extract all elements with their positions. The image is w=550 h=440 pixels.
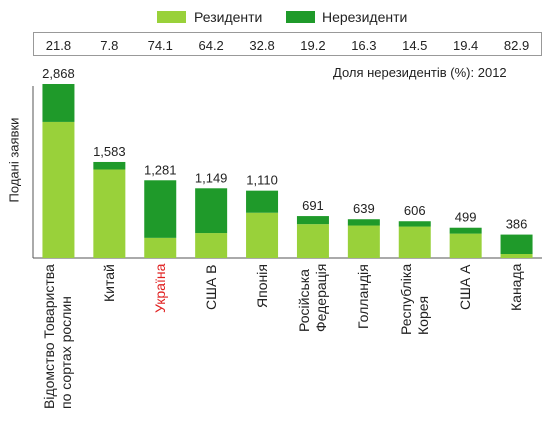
legend-label-nonresidents: Нерезиденти xyxy=(322,9,408,25)
bar-total-label: 691 xyxy=(302,198,324,213)
bar-nonresidents xyxy=(144,180,177,238)
category-label-line: Республіка xyxy=(397,263,414,335)
bar-residents xyxy=(42,121,75,258)
category-label-line: Канада xyxy=(508,263,525,311)
bar-residents xyxy=(398,226,431,258)
category-label-line: Корея xyxy=(414,295,431,335)
bar-total-label: 639 xyxy=(353,201,375,216)
bar-nonresidents xyxy=(347,219,380,226)
nonresident-share-value: 74.1 xyxy=(147,38,173,53)
nonresident-share-value: 32.8 xyxy=(249,38,275,53)
nonresident-share-value: 14.5 xyxy=(402,38,428,53)
bar-residents xyxy=(144,237,177,258)
bar-nonresidents xyxy=(500,234,533,254)
category-label-line: США В xyxy=(202,264,219,310)
category-label: Російська Федерація xyxy=(296,264,330,332)
bar-residents xyxy=(500,253,533,258)
category-label-line: по сортах рослин xyxy=(58,296,75,409)
category-label-line: Китай xyxy=(100,264,117,302)
bar-residents xyxy=(347,225,380,258)
bar-total-label: 386 xyxy=(506,217,528,232)
category-label: Голландія xyxy=(355,264,372,329)
bar-nonresidents xyxy=(398,221,431,227)
category-label: США В xyxy=(203,264,220,310)
bar-nonresidents xyxy=(246,190,279,213)
category-label-line: Японія xyxy=(253,264,270,308)
bar-nonresidents xyxy=(93,161,126,170)
category-label-line: Російська xyxy=(295,269,312,332)
category-label: Японія xyxy=(254,264,271,308)
bar-total-label: 499 xyxy=(455,210,477,225)
bar-total-label: 1,583 xyxy=(93,144,126,159)
bar-residents xyxy=(246,212,279,258)
category-label: Канада xyxy=(508,264,525,311)
nonresident-share-value: 64.2 xyxy=(198,38,224,53)
bar-total-label: 1,110 xyxy=(246,173,278,188)
category-label-line: Україна xyxy=(151,263,168,313)
category-label: Китай xyxy=(101,264,118,302)
category-label: Відомство Товариства по сортах рослин xyxy=(41,264,75,409)
category-label: США А xyxy=(457,264,474,310)
legend: Резиденти Нерезиденти xyxy=(0,6,550,28)
category-label: Республіка Корея xyxy=(398,264,432,335)
bar-residents xyxy=(195,233,228,258)
bar-nonresidents xyxy=(195,188,228,234)
nonresident-share-value: 82.9 xyxy=(503,38,530,53)
bar-total-label: 1,149 xyxy=(195,170,228,185)
nonresident-share-value: 16.3 xyxy=(351,38,377,53)
bar-total-label: 2,868 xyxy=(42,66,75,81)
category-label-line: Відомство Товариства xyxy=(41,264,58,409)
bar-nonresidents xyxy=(449,227,482,234)
category-label-line: США А xyxy=(457,264,474,310)
bar-total-label: 1,281 xyxy=(144,162,177,177)
bar-residents xyxy=(449,233,482,258)
category-label: Україна xyxy=(152,264,169,313)
nonresident-share-value: 21.8 xyxy=(45,38,72,53)
legend-label-residents: Резиденти xyxy=(194,9,263,25)
nonresident-share-value: 7.8 xyxy=(100,38,119,53)
bar-total-label: 606 xyxy=(404,203,426,218)
category-label-line: Голландія xyxy=(355,264,372,329)
nonresident-share-row: 21.8 7.8 74.1 64.2 32.8 19.2 16.3 14.5 19.4 82.9 xyxy=(33,32,542,56)
legend-swatch-residents xyxy=(157,11,186,23)
category-label-line: Федерація xyxy=(312,263,329,332)
legend-swatch-nonresidents xyxy=(286,11,315,23)
nonresident-share-value: 19.4 xyxy=(452,38,479,53)
bar-nonresidents xyxy=(296,216,329,225)
bar-residents xyxy=(296,224,329,258)
bar-nonresidents xyxy=(42,84,75,122)
share-note: Доля нерезидентів (%): 2012 xyxy=(333,65,507,80)
nonresident-share-value: 19.2 xyxy=(300,38,326,53)
bar-residents xyxy=(93,169,126,258)
